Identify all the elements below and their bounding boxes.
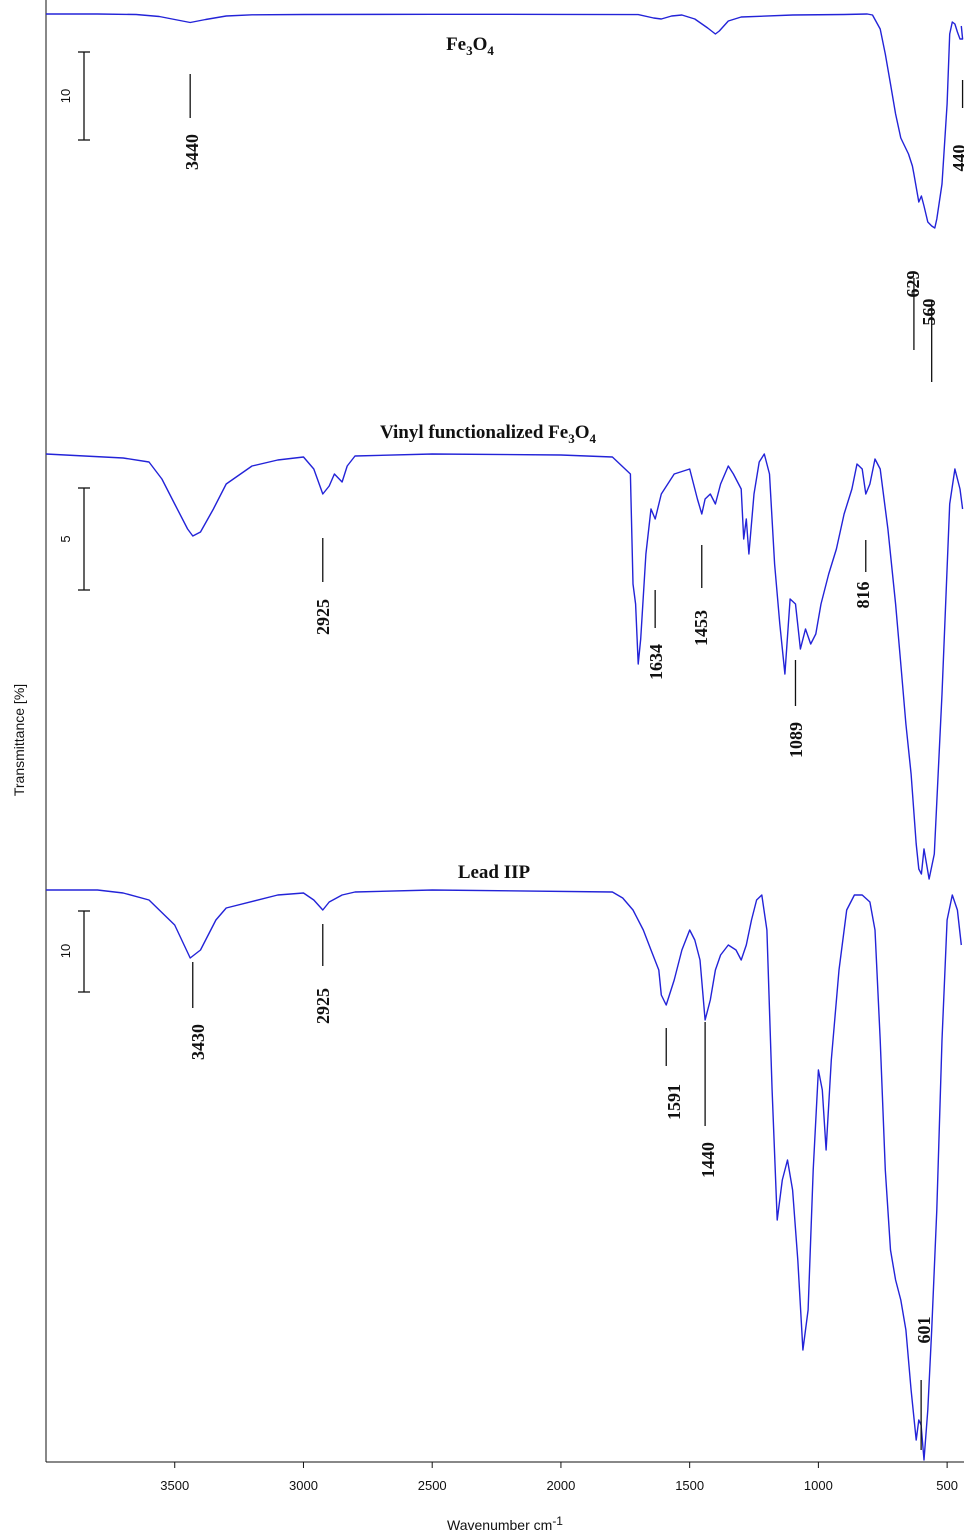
peak-label-816: 816 bbox=[853, 582, 873, 609]
peak-label-1089: 1089 bbox=[786, 722, 806, 758]
peak-label-1634: 1634 bbox=[646, 644, 666, 680]
series-title-part: 4 bbox=[590, 431, 597, 446]
peak-label-2925: 2925 bbox=[313, 988, 333, 1024]
x-tick-label-2000: 2000 bbox=[546, 1478, 575, 1493]
series-title-vinyl-functionalized-fe3o4: Vinyl functionalized Fe3O4 bbox=[380, 422, 597, 446]
series-title-part: Vinyl functionalized Fe bbox=[380, 422, 568, 443]
series-title-part: O bbox=[473, 34, 488, 55]
x-axis-title-main: Wavenumber cm bbox=[447, 1517, 552, 1533]
series-title-part: Fe bbox=[446, 34, 466, 55]
spectrum-lead-iip bbox=[46, 889, 962, 1461]
scale-bar-label-lead-iip: 10 bbox=[58, 944, 73, 958]
x-tick-label-2500: 2500 bbox=[418, 1478, 447, 1493]
x-tick-label-500: 500 bbox=[936, 1478, 958, 1493]
scale-bar-label-vinyl-functionalized-fe3o4: 5 bbox=[58, 535, 73, 542]
peak-label-440: 440 bbox=[949, 145, 964, 172]
scale-bars: 10 5 10 bbox=[58, 51, 90, 993]
spectra-group bbox=[45, 13, 964, 1461]
x-axis-title-superscript: -1 bbox=[552, 1514, 563, 1528]
x-tick-label-3000: 3000 bbox=[289, 1478, 318, 1493]
x-axis-title: Wavenumber cm-1 bbox=[447, 1514, 563, 1533]
series-title-lead-iip: Lead IIP bbox=[458, 862, 531, 883]
peak-label-3430: 3430 bbox=[188, 1024, 208, 1060]
peak-label-3440: 3440 bbox=[182, 134, 202, 170]
peak-label-560: 560 bbox=[919, 299, 939, 326]
series-title-part: 4 bbox=[487, 43, 494, 58]
series-title-part: Lead IIP bbox=[458, 862, 531, 883]
peak-label-1453: 1453 bbox=[691, 610, 711, 646]
series-title-part: 3 bbox=[466, 43, 473, 58]
spectrum-vinyl-functionalized-fe3o4 bbox=[45, 453, 964, 880]
series-title-fe3o4: Fe3O4 bbox=[446, 34, 494, 58]
x-tick-label-1000: 1000 bbox=[804, 1478, 833, 1493]
peak-label-1591: 1591 bbox=[664, 1084, 684, 1120]
x-tick-label-3500: 3500 bbox=[160, 1478, 189, 1493]
peak-label-629: 629 bbox=[903, 271, 923, 298]
series-title-part: O bbox=[575, 422, 590, 443]
peak-label-1440: 1440 bbox=[698, 1142, 718, 1178]
y-axis-title: Transmittance [%] bbox=[11, 684, 27, 796]
spectrum-fe3o4 bbox=[46, 13, 964, 229]
plot-frame bbox=[45, 0, 964, 1463]
peak-label-601: 601 bbox=[914, 1317, 934, 1344]
x-tick-label-1500: 1500 bbox=[675, 1478, 704, 1493]
peak-label-2925: 2925 bbox=[313, 599, 333, 635]
series-title-part: 3 bbox=[568, 431, 575, 446]
scale-bar-label-fe3o4: 10 bbox=[58, 89, 73, 103]
x-axis-ticks: 3500 3000 2500 2000 1500 1000 500 bbox=[160, 1462, 958, 1493]
